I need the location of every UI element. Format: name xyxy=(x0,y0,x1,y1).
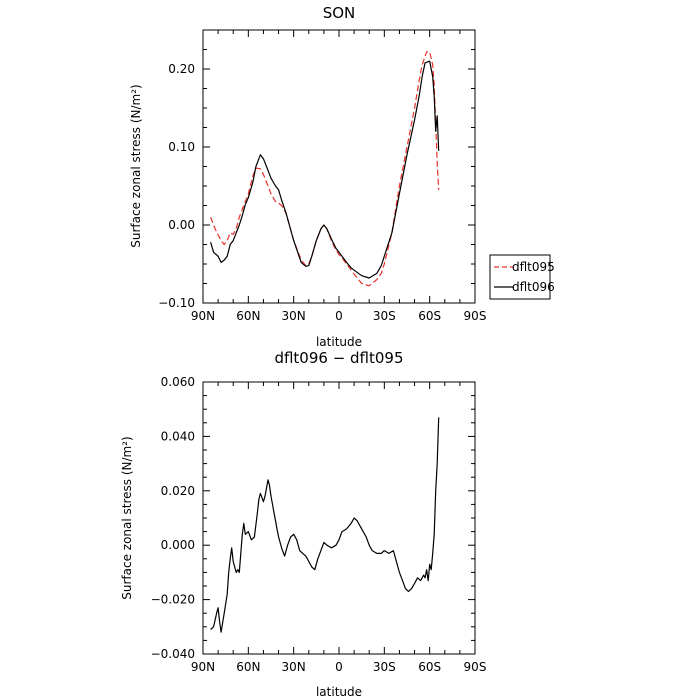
y-axis-label: Surface zonal stress (N/m²) xyxy=(120,436,134,600)
y-tick-label: 0.040 xyxy=(161,429,195,443)
legend-label-dflt096: dflt096 xyxy=(512,280,555,294)
y-tick-label: 0.060 xyxy=(161,375,195,389)
x-tick-label: 0 xyxy=(335,660,343,674)
x-tick-label: 30S xyxy=(373,309,396,323)
x-tick-label: 90N xyxy=(191,309,215,323)
legend-label-dflt095: dflt095 xyxy=(512,260,555,274)
chart-title: SON xyxy=(323,4,356,22)
y-tick-label: 0.20 xyxy=(168,62,195,76)
x-tick-label: 90N xyxy=(191,660,215,674)
legend: dflt095 dflt096 xyxy=(489,254,555,300)
plot-difference: dflt096 − dflt095 90N 60N 30N 0 30S 60S 90S −0… xyxy=(120,349,486,699)
x-tick-label: 60S xyxy=(418,660,441,674)
x-tick-label: 90S xyxy=(464,660,487,674)
series-line xyxy=(210,417,440,633)
y-axis-label: Surface zonal stress (N/m²) xyxy=(129,84,143,248)
x-tick-label: 30N xyxy=(282,660,306,674)
legend-frame xyxy=(489,254,551,300)
y-tick-label: 0.000 xyxy=(161,538,195,552)
x-tick-label: 30S xyxy=(373,660,396,674)
y-tick-label: 0.00 xyxy=(168,218,195,232)
series-group xyxy=(210,51,440,287)
y-tick-label: 0.020 xyxy=(161,484,195,498)
x-axis-label: latitude xyxy=(316,685,362,699)
x-tick-label: 0 xyxy=(335,309,343,323)
y-axis: −0.10 0.00 0.10 0.20 xyxy=(158,29,475,310)
plot-son: SON 90N 60N 30N 0 30S 60S 90S −0.10 0.00 0.10 0.2… xyxy=(129,4,555,349)
x-axis: 90N 60N 30N 0 30S 60S 90S xyxy=(191,30,487,323)
x-tick-label: 60N xyxy=(236,660,260,674)
series-group xyxy=(210,417,440,633)
y-tick-label: −0.10 xyxy=(158,296,195,310)
x-tick-label: 30N xyxy=(282,309,306,323)
y-tick-label: 0.10 xyxy=(168,140,195,154)
plot-frame xyxy=(202,29,476,304)
x-tick-label: 60S xyxy=(418,309,441,323)
x-axis-label: latitude xyxy=(316,335,362,349)
y-tick-label: −0.020 xyxy=(151,593,195,607)
y-tick-label: −0.040 xyxy=(151,647,195,661)
x-tick-label: 90S xyxy=(464,309,487,323)
x-axis: 90N 60N 30N 0 30S 60S 90S xyxy=(191,382,487,674)
series-line-dflt096 xyxy=(210,60,440,279)
x-tick-label: 60N xyxy=(236,309,260,323)
chart-title: dflt096 − dflt095 xyxy=(274,349,403,367)
y-axis: −0.040 −0.020 0.000 0.020 0.040 0.060 xyxy=(151,375,475,661)
